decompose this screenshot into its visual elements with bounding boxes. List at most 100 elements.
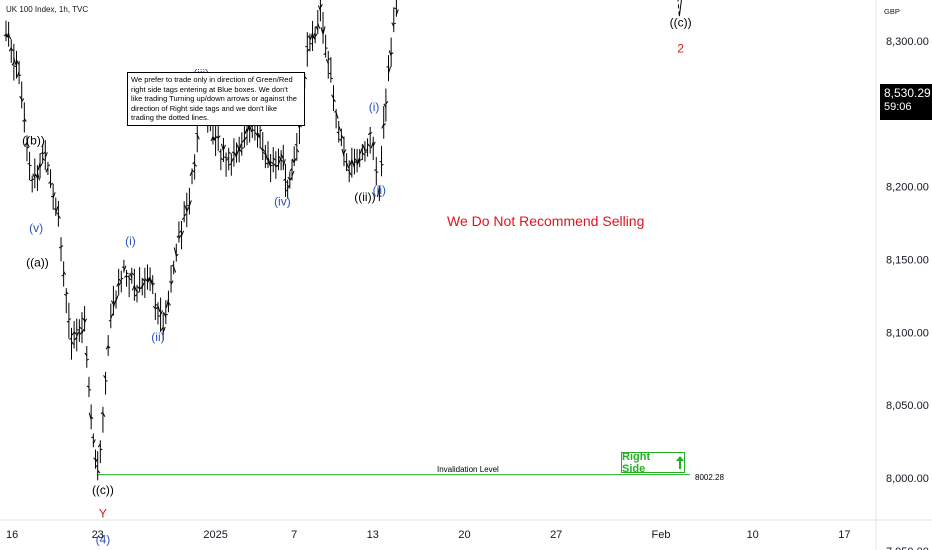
price-bar [171,260,177,275]
price-bar [84,346,89,368]
price-bar [283,163,288,197]
invalidation-label: Invalidation Level [437,465,499,474]
wave-label: 2 [677,42,684,56]
price-bar [317,0,323,22]
price-bar [103,371,108,395]
price-bar [270,147,276,173]
price-bar [381,106,387,139]
price-bar [351,148,357,175]
price-bar [328,57,334,83]
price-bar [228,153,234,176]
price-bar [42,140,48,171]
price-bar [168,265,174,293]
price-bar [236,136,242,163]
price-bar [139,277,145,296]
y-tick-label: 8,000.00 [886,473,929,485]
price-bar [231,138,236,167]
price-bar [305,32,310,67]
price-bar [192,154,198,180]
price-bar [165,290,171,313]
price-bar [34,165,40,192]
price-bars [3,0,690,481]
price-bar [370,136,376,161]
y-tick-label: 8,300.00 [886,36,929,48]
price-bar [77,319,82,342]
price-bar [263,144,268,169]
price-bar [379,145,384,177]
price-bar [69,327,74,360]
price-bar [333,108,339,129]
price-bar [210,125,216,145]
price-bar [386,55,391,82]
wave-label: ((c)) [92,483,114,497]
price-bar [383,88,389,122]
price-bar [391,7,396,33]
x-tick-label: 16 [6,529,18,541]
price-bar [121,259,127,273]
price-bar [163,300,168,325]
wave-label: ((ii)) [354,190,375,204]
price-bar [152,292,158,320]
price-bar [289,159,295,181]
price-bar [394,0,399,17]
price-bar [14,50,19,79]
price-bar [341,136,347,167]
price-bar [189,168,195,185]
price-bar [173,243,179,262]
projection-lines [677,0,682,17]
price-bar [79,312,85,344]
y-tick-label: 8,150.00 [886,254,929,266]
price-bar [116,268,122,296]
price-bar [218,148,224,171]
price-bar [184,192,190,228]
projection-dashed-line [677,0,680,17]
price-bar [27,151,32,181]
price-bar [344,153,350,172]
wave-label: Y [99,506,107,520]
x-tick-label: 13 [367,529,379,541]
price-bar [129,267,135,284]
x-tick-label: 20 [458,529,470,541]
price-bar [100,406,106,433]
price-bar [323,34,328,58]
price-bar [113,290,119,309]
wave-label: ((b)) [22,133,45,147]
price-bar [365,138,370,157]
price-bar [367,126,373,154]
price-bar [331,85,336,112]
x-tick-label: 17 [838,529,850,541]
x-tick-label: 2025 [203,529,227,541]
price-bar [24,135,30,162]
price-bar [388,37,394,67]
price-bar [97,440,103,464]
price-bar [224,152,229,177]
price-bar [88,404,94,430]
price-bar [86,376,92,398]
price-bar [93,449,98,469]
price-bar [53,197,59,216]
price-bar [22,102,27,133]
x-tick-label: 7 [291,529,297,541]
price-bar [30,175,35,193]
price-bar [226,147,231,171]
price-bar [285,179,291,199]
price-bar [16,60,22,85]
y-tick-label: 8,050.00 [886,400,929,412]
price-bar [260,132,266,161]
price-bar [215,124,221,151]
price-bar [8,39,14,63]
wave-label: (4) [96,533,111,547]
price-bar [362,141,368,162]
wave-label: (v) [29,221,43,235]
wave-label: ((c)) [670,15,692,29]
price-bar [66,302,72,339]
price-bar [58,237,64,262]
price-bar [91,433,96,448]
invalidation-value: 8002.28 [695,473,724,482]
price-bar [376,185,382,201]
price-bar [239,132,244,156]
price-bar [126,274,132,298]
price-bar [268,154,273,183]
price-bar [220,137,226,163]
